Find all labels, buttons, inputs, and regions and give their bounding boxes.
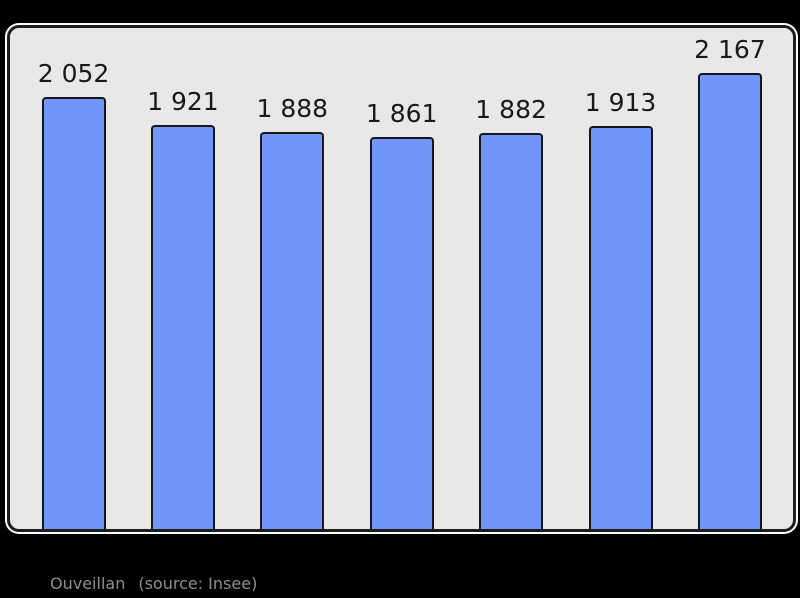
bar-value-label: 1 921 bbox=[147, 87, 219, 116]
bar bbox=[260, 132, 325, 529]
bar-value-label: 1 861 bbox=[365, 99, 438, 128]
bar-value-label: 2 052 bbox=[37, 59, 110, 88]
caption-source: (source: Insee) bbox=[138, 574, 258, 593]
bar bbox=[697, 73, 762, 529]
chart-caption: Ouveillan (source: Insee) bbox=[50, 574, 257, 593]
bar-value-label: 1 882 bbox=[475, 95, 547, 124]
bar-value-label: 1 888 bbox=[256, 94, 329, 123]
caption-commune-name: Ouveillan bbox=[50, 574, 126, 593]
bar bbox=[479, 133, 544, 529]
bar bbox=[588, 126, 653, 529]
chart-panel: 2 052 1 921 1 888 1 861 1 882 1 913 2 167 bbox=[7, 25, 796, 532]
bar bbox=[41, 97, 106, 529]
bar-value-label: 2 167 bbox=[694, 35, 766, 64]
bar bbox=[150, 125, 215, 529]
bar-chart-plot: 2 052 1 921 1 888 1 861 1 882 1 913 2 167 bbox=[10, 28, 793, 529]
bar bbox=[369, 137, 434, 529]
bar-value-label: 1 913 bbox=[584, 88, 657, 117]
